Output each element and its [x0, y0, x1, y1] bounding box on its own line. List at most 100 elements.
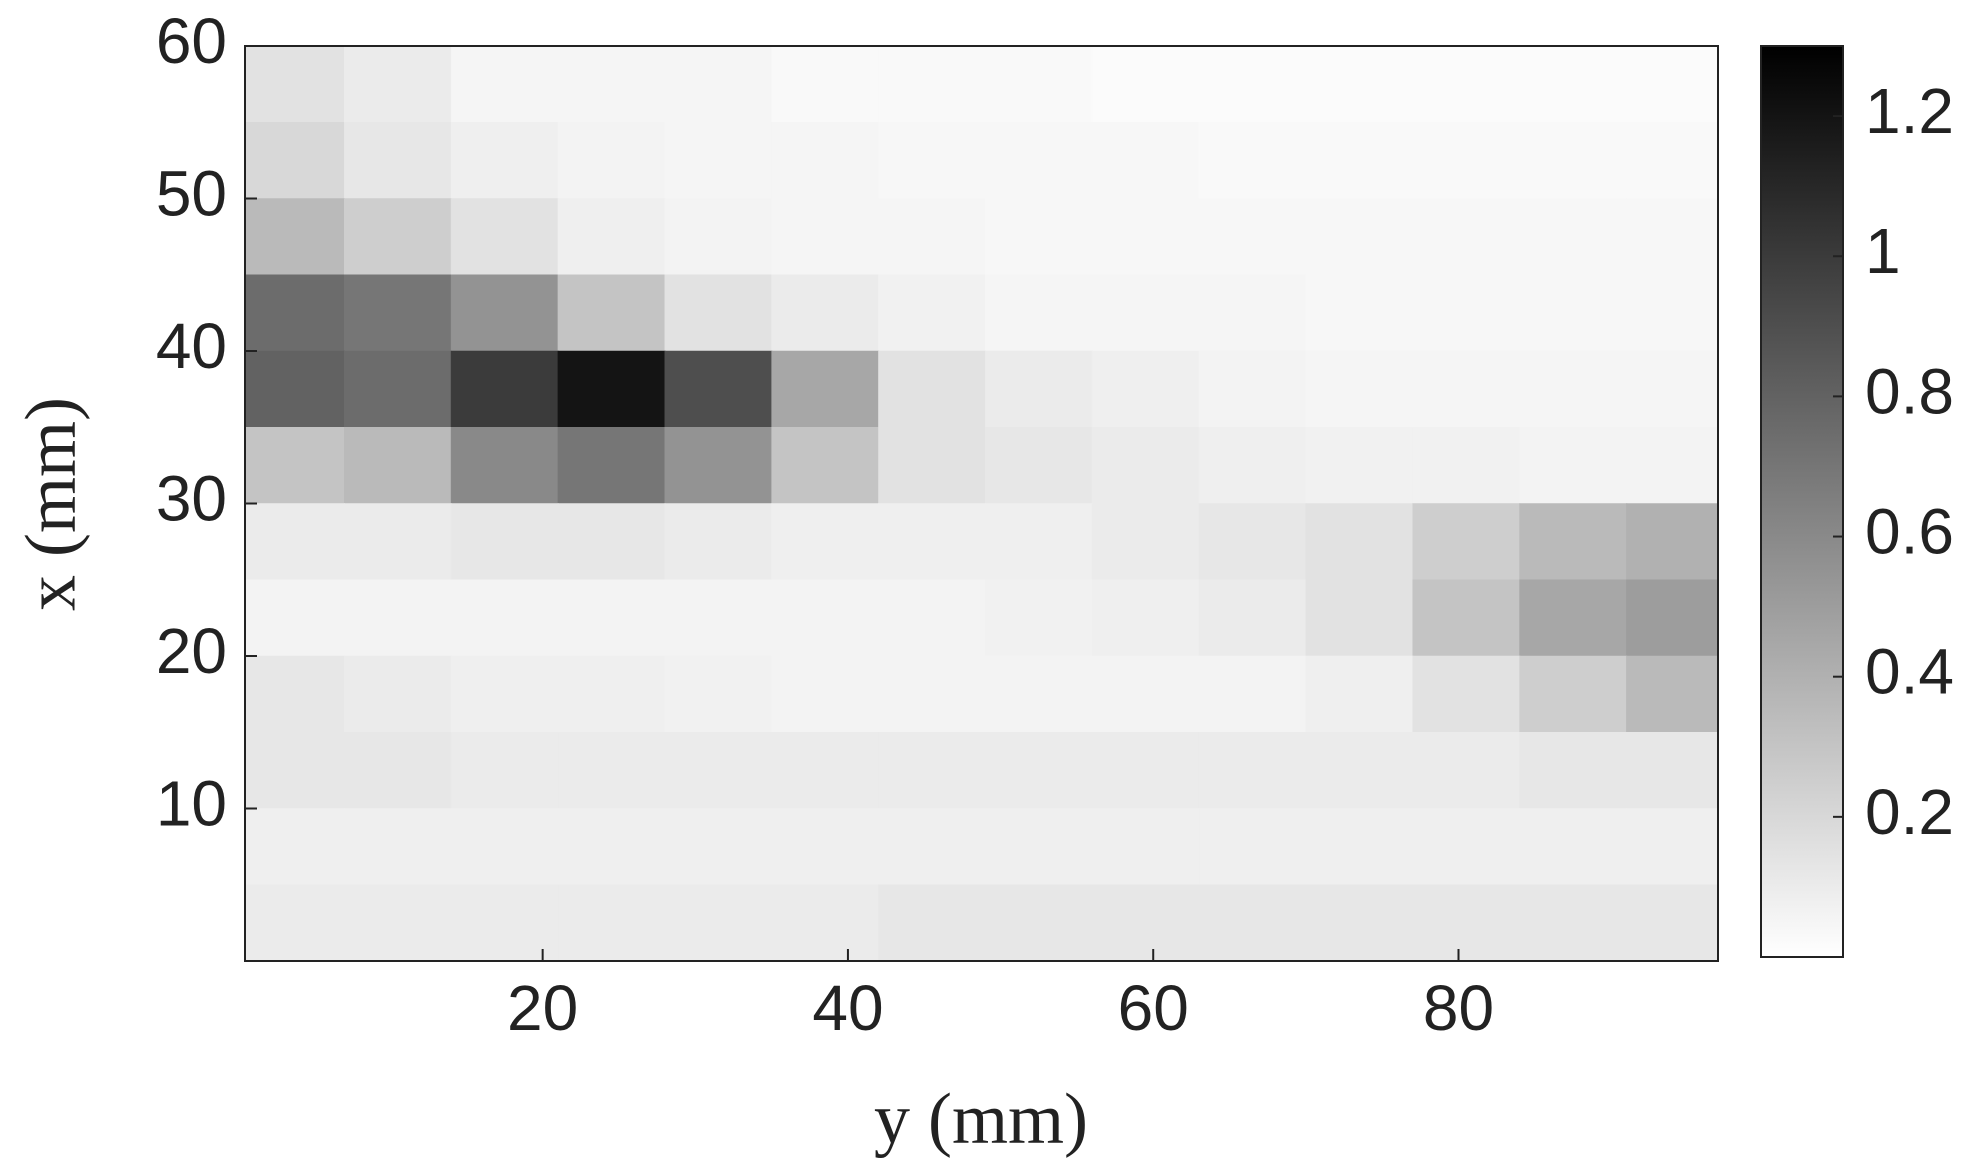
heat-cell — [1305, 274, 1414, 352]
heat-cell — [557, 198, 666, 276]
heat-cell — [985, 350, 1093, 428]
heat-cell — [1198, 427, 1307, 505]
heat-cell — [343, 350, 452, 428]
heat-cell — [878, 46, 987, 123]
colorbar-tick-label: 0.4 — [1865, 636, 1954, 708]
heat-cell — [245, 350, 345, 428]
heat-cell — [343, 655, 452, 733]
heat-cell — [985, 884, 1093, 961]
heat-cell — [1519, 732, 1628, 810]
heat-cell — [878, 579, 987, 657]
heat-cell — [450, 46, 559, 123]
x-tick-label: 20 — [507, 972, 578, 1044]
heat-cell — [1412, 46, 1521, 123]
heat-cell — [878, 198, 987, 276]
heat-cell — [245, 46, 345, 123]
heat-cell — [450, 350, 559, 428]
heat-cell — [985, 198, 1093, 276]
heat-cell — [1519, 808, 1628, 886]
heat-cell — [878, 350, 987, 428]
heat-cell — [450, 427, 559, 505]
colorbar-tick-label: 0.8 — [1865, 355, 1954, 427]
heat-cell — [985, 579, 1093, 657]
heat-cell — [1519, 198, 1628, 276]
heat-cell — [450, 732, 559, 810]
heat-cell — [1519, 884, 1628, 961]
heat-cell — [1412, 350, 1521, 428]
heat-cell — [1626, 732, 1718, 810]
heat-cell — [343, 884, 452, 961]
heat-cell — [664, 274, 773, 352]
heat-cell — [664, 655, 773, 733]
heat-cell — [1091, 579, 1200, 657]
heat-cell — [557, 884, 666, 961]
heat-cell — [1519, 122, 1628, 200]
heat-cell — [771, 274, 880, 352]
heat-cell — [557, 46, 666, 123]
heat-cell — [1091, 503, 1200, 581]
heat-cell — [557, 274, 666, 352]
heat-cell — [985, 427, 1093, 505]
heat-cell — [664, 579, 773, 657]
heat-cell — [1091, 808, 1200, 886]
heat-cell — [1626, 46, 1718, 123]
heat-cell — [771, 655, 880, 733]
heat-cell — [985, 122, 1093, 200]
heat-cell — [450, 655, 559, 733]
colorbar — [1760, 45, 1844, 958]
heat-cell — [245, 427, 345, 505]
heat-cell — [245, 808, 345, 886]
heat-cell — [245, 579, 345, 657]
heat-cell — [664, 427, 773, 505]
heat-cell — [1626, 655, 1718, 733]
heat-cell — [1198, 732, 1307, 810]
heat-cell — [985, 808, 1093, 886]
x-tick-label: 60 — [1118, 972, 1189, 1044]
heat-cell — [1305, 579, 1414, 657]
heat-cell — [664, 46, 773, 123]
heat-cell — [1519, 579, 1628, 657]
heat-cell — [878, 655, 987, 733]
heat-cell — [985, 274, 1093, 352]
heat-cell — [664, 808, 773, 886]
heat-cell — [878, 122, 987, 200]
heat-cell — [771, 579, 880, 657]
heat-cell — [557, 350, 666, 428]
heat-cell — [450, 503, 559, 581]
heat-cell — [985, 46, 1093, 123]
heat-cell — [1412, 274, 1521, 352]
heat-cell — [557, 503, 666, 581]
heat-cell — [1198, 503, 1307, 581]
heat-cell — [557, 732, 666, 810]
heat-cell — [771, 503, 880, 581]
heat-cell — [1519, 427, 1628, 505]
heat-cell — [771, 122, 880, 200]
heat-cell — [771, 198, 880, 276]
heat-cell — [245, 198, 345, 276]
heat-cell — [664, 350, 773, 428]
heat-cell — [343, 808, 452, 886]
heat-cell — [1626, 884, 1718, 961]
heat-cell — [1305, 808, 1414, 886]
x-axis-label: y (mm) — [874, 1079, 1088, 1159]
x-tick-label: 80 — [1423, 972, 1494, 1044]
heat-cell — [771, 732, 880, 810]
heat-cell — [771, 808, 880, 886]
heat-cell — [1519, 46, 1628, 123]
heat-cell — [557, 579, 666, 657]
heat-cell — [664, 198, 773, 276]
heat-cell — [245, 655, 345, 733]
heat-cell — [1626, 579, 1718, 657]
heat-cell — [1198, 579, 1307, 657]
heat-cell — [1519, 655, 1628, 733]
heat-cell — [878, 884, 987, 961]
heat-cell — [1305, 655, 1414, 733]
heat-cell — [1626, 503, 1718, 581]
heat-cell — [450, 808, 559, 886]
heat-cell — [985, 503, 1093, 581]
heat-cell — [245, 732, 345, 810]
colorbar-tick-label: 0.6 — [1865, 495, 1954, 567]
heat-cell — [245, 884, 345, 961]
heat-cell — [343, 503, 452, 581]
heat-cell — [343, 579, 452, 657]
